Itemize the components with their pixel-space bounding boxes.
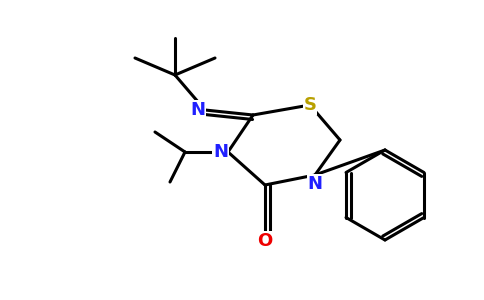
- Text: N: N: [213, 143, 228, 161]
- Text: S: S: [303, 96, 317, 114]
- Text: O: O: [257, 232, 272, 250]
- Text: N: N: [190, 101, 205, 119]
- Text: N: N: [307, 175, 322, 193]
